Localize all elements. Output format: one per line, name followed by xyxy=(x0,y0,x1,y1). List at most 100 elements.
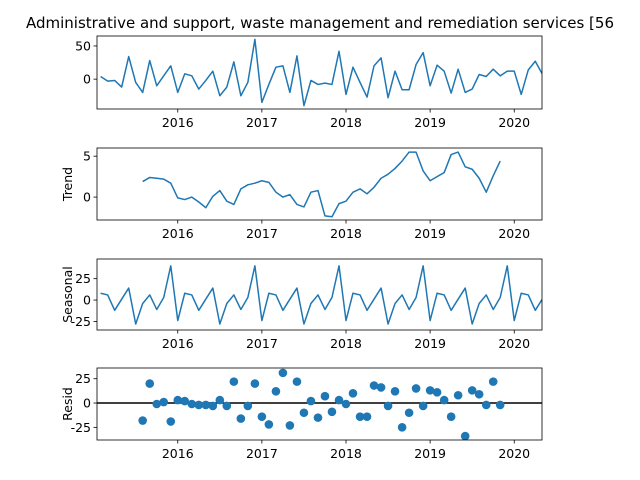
resid-point xyxy=(432,388,442,397)
resid-ytick-label: -25 xyxy=(71,420,91,435)
resid-point xyxy=(411,384,421,393)
trend-ylabel: Trend xyxy=(60,167,75,202)
resid-point xyxy=(362,412,372,421)
resid-xtick-label: 2019 xyxy=(414,446,446,461)
resid-xtick-label: 2020 xyxy=(498,446,530,461)
observed-xtick-label: 2019 xyxy=(414,115,446,130)
resid-xtick-label: 2016 xyxy=(162,446,194,461)
observed-ytick-label: 0 xyxy=(83,72,91,87)
observed-xtick-label: 2017 xyxy=(246,115,278,130)
panel-seasonal: -25 0 25 2016 2017 2018 2019 2020 Seasonal xyxy=(60,258,543,351)
resid-point xyxy=(173,395,183,405)
resid-point xyxy=(334,395,344,405)
resid-point xyxy=(404,408,414,418)
seasonal-ylabel: Seasonal xyxy=(60,266,75,323)
resid-point xyxy=(229,377,239,386)
seasonal-plot-area xyxy=(100,265,542,325)
resid-xtick-label: 2018 xyxy=(330,446,362,461)
resid-point xyxy=(201,400,211,410)
resid-point xyxy=(341,399,351,409)
resid-point xyxy=(194,400,204,410)
seasonal-xtick-label: 2016 xyxy=(162,336,194,351)
resid-point xyxy=(306,396,316,406)
resid-point xyxy=(348,388,358,398)
observed-series-line xyxy=(100,38,542,107)
resid-point xyxy=(271,387,281,396)
panel-observed: 0 50 2016 2017 2018 2019 2020 xyxy=(75,35,543,130)
seasonal-series-line xyxy=(100,265,542,325)
resid-point xyxy=(453,390,463,400)
resid-point xyxy=(292,377,302,386)
resid-point xyxy=(222,401,232,411)
seasonal-ytick-label: 25 xyxy=(75,271,91,286)
resid-point xyxy=(264,420,274,429)
seasonal-xtick-label: 2017 xyxy=(246,336,278,351)
observed-xtick-label: 2018 xyxy=(330,115,362,130)
resid-point xyxy=(285,421,295,430)
resid-point xyxy=(166,417,176,426)
resid-point xyxy=(467,386,477,395)
resid-point xyxy=(208,401,218,411)
resid-point xyxy=(278,368,288,378)
resid-point xyxy=(215,395,225,405)
chart-title: Administrative and support, waste manage… xyxy=(26,14,614,32)
observed-ytick-label: 50 xyxy=(75,38,91,53)
observed-xtick-label: 2016 xyxy=(162,115,194,130)
resid-point xyxy=(460,431,470,440)
resid-point xyxy=(474,389,484,399)
resid-point xyxy=(446,412,456,421)
resid-point xyxy=(418,401,428,411)
resid-point xyxy=(180,396,190,406)
trend-series-line xyxy=(142,151,501,218)
resid-point xyxy=(495,400,505,410)
resid-point xyxy=(152,399,162,409)
resid-ytick-label: 0 xyxy=(83,396,91,411)
resid-point xyxy=(313,413,323,422)
resid-point xyxy=(390,387,400,396)
resid-point xyxy=(488,377,498,386)
resid-point xyxy=(159,397,169,407)
trend-ytick-label: 5 xyxy=(83,149,91,164)
trend-xtick-label: 2019 xyxy=(414,226,446,241)
resid-point xyxy=(327,407,337,417)
resid-point xyxy=(369,381,379,390)
resid-point xyxy=(397,423,407,432)
panel-trend: 0 5 2016 2017 2018 2019 2020 Trend xyxy=(60,147,543,241)
observed-axes-frame xyxy=(96,35,543,110)
resid-point xyxy=(383,401,393,411)
trend-xtick-label: 2018 xyxy=(330,226,362,241)
trend-xtick-label: 2017 xyxy=(246,226,278,241)
resid-point xyxy=(236,414,246,423)
trend-plot-area xyxy=(142,151,501,218)
resid-point xyxy=(439,395,449,405)
seasonal-xtick-label: 2019 xyxy=(414,336,446,351)
trend-ytick-label: 0 xyxy=(83,190,91,205)
resid-point xyxy=(320,391,330,401)
observed-plot-area xyxy=(100,38,542,107)
resid-plot-area xyxy=(97,368,542,440)
resid-ylabel: Resid xyxy=(60,387,75,421)
resid-point xyxy=(481,400,491,410)
observed-xtick-label: 2020 xyxy=(498,115,530,130)
seasonal-ytick-label: -25 xyxy=(71,314,91,329)
resid-point xyxy=(145,379,155,388)
seasonal-ytick-label: 0 xyxy=(83,293,91,308)
resid-point xyxy=(187,399,197,409)
resid-point xyxy=(243,401,253,411)
resid-axes-frame xyxy=(96,367,543,441)
trend-xtick-label: 2020 xyxy=(498,226,530,241)
resid-point xyxy=(138,416,147,425)
resid-point xyxy=(250,379,260,388)
resid-ytick-label: 25 xyxy=(75,371,91,386)
seasonal-xtick-label: 2020 xyxy=(498,336,530,351)
resid-point xyxy=(355,412,365,421)
trend-xtick-label: 2016 xyxy=(162,226,194,241)
resid-point xyxy=(257,412,267,421)
resid-point xyxy=(299,408,309,418)
panel-resid: -25 0 25 2016 2017 2018 2019 2020 Resid xyxy=(60,367,543,461)
trend-axes-frame xyxy=(96,147,543,221)
resid-xtick-label: 2017 xyxy=(246,446,278,461)
seasonal-xtick-label: 2018 xyxy=(330,336,362,351)
resid-point xyxy=(376,383,386,392)
